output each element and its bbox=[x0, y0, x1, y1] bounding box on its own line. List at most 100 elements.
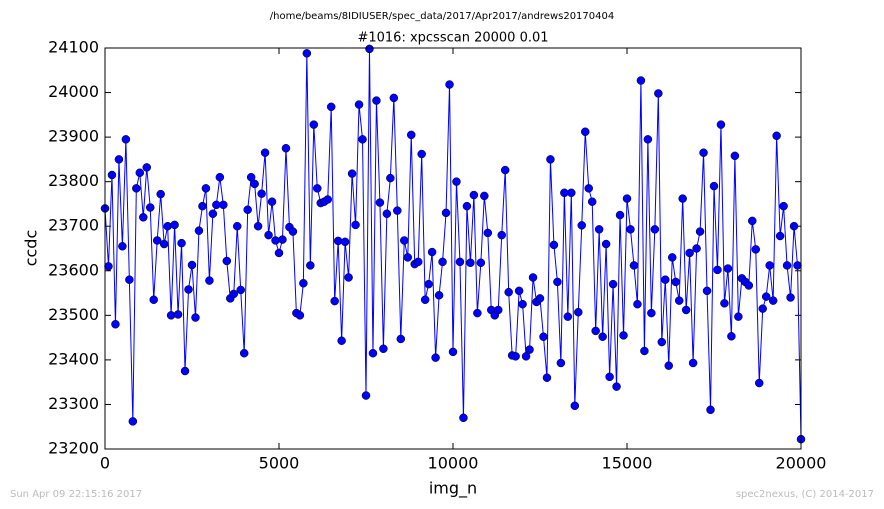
data-point bbox=[236, 285, 245, 295]
data-point bbox=[511, 352, 520, 361]
data-point bbox=[340, 237, 350, 247]
data-point bbox=[445, 80, 454, 89]
data-point bbox=[337, 336, 346, 345]
data-point bbox=[267, 197, 277, 206]
data-point bbox=[149, 295, 158, 304]
x-tick-label: 10000 bbox=[428, 454, 479, 473]
data-point bbox=[667, 253, 677, 262]
data-point bbox=[128, 417, 138, 426]
data-point bbox=[758, 304, 767, 313]
y-tick-label: 23600 bbox=[48, 260, 99, 279]
data-point bbox=[587, 197, 597, 206]
y-tick-label: 23400 bbox=[48, 349, 99, 368]
data-point bbox=[744, 281, 754, 290]
data-point bbox=[427, 247, 437, 257]
data-point bbox=[302, 49, 312, 58]
data-point bbox=[619, 331, 628, 340]
x-tick-label: 20000 bbox=[776, 454, 827, 473]
data-point bbox=[201, 184, 211, 193]
data-point bbox=[601, 239, 611, 249]
data-point bbox=[372, 96, 381, 105]
data-point bbox=[139, 213, 148, 222]
data-point bbox=[368, 348, 378, 358]
data-point bbox=[281, 144, 291, 153]
data-point bbox=[326, 102, 336, 112]
data-point bbox=[152, 236, 162, 245]
data-point bbox=[775, 231, 785, 241]
data-point bbox=[661, 275, 670, 284]
data-point bbox=[521, 352, 531, 361]
data-point bbox=[194, 226, 204, 235]
data-point bbox=[159, 239, 169, 249]
data-point bbox=[257, 189, 266, 198]
x-tick-label: 0 bbox=[100, 454, 110, 473]
data-point bbox=[716, 120, 726, 129]
data-point bbox=[104, 262, 113, 271]
data-point bbox=[250, 179, 259, 189]
data-point bbox=[723, 264, 733, 273]
data-point bbox=[375, 198, 385, 207]
data-point bbox=[626, 225, 635, 234]
data-point bbox=[156, 189, 165, 199]
data-point bbox=[347, 169, 357, 178]
data-point bbox=[633, 299, 642, 309]
data-point bbox=[643, 135, 653, 144]
data-point bbox=[205, 276, 214, 285]
y-tick-label: 23300 bbox=[48, 394, 99, 413]
data-point bbox=[473, 308, 482, 318]
data-point bbox=[424, 279, 433, 289]
footer-right: spec2nexus, (C) 2014-2017 bbox=[736, 489, 874, 500]
data-point bbox=[615, 210, 625, 220]
x-tick-label: 5000 bbox=[259, 454, 300, 473]
data-point bbox=[379, 344, 388, 353]
data-point bbox=[671, 277, 680, 287]
data-point bbox=[386, 173, 395, 183]
data-point bbox=[295, 311, 305, 320]
data-point bbox=[688, 358, 698, 368]
data-point bbox=[142, 163, 152, 172]
data-point bbox=[330, 296, 339, 306]
data-point bbox=[528, 273, 538, 282]
data-point bbox=[591, 326, 600, 336]
data-point bbox=[563, 312, 573, 321]
data-point bbox=[504, 287, 513, 297]
data-point bbox=[358, 135, 367, 144]
data-point bbox=[260, 148, 270, 157]
data-point bbox=[650, 225, 660, 234]
y-tick-label: 24000 bbox=[48, 82, 99, 101]
data-point bbox=[462, 201, 472, 211]
data-point bbox=[198, 201, 207, 211]
data-point bbox=[448, 347, 458, 357]
x-tick-label: 15000 bbox=[602, 454, 653, 473]
data-point bbox=[605, 372, 614, 382]
data-point bbox=[584, 184, 593, 193]
data-point bbox=[333, 236, 343, 246]
data-point bbox=[612, 382, 621, 391]
data-point bbox=[132, 184, 141, 193]
data-point bbox=[789, 221, 799, 231]
data-point bbox=[553, 277, 562, 287]
data-point bbox=[306, 261, 315, 270]
y-tick-label: 23700 bbox=[48, 216, 99, 235]
data-point bbox=[114, 155, 124, 164]
data-point bbox=[720, 299, 729, 308]
data-point bbox=[163, 221, 172, 231]
data-point bbox=[452, 177, 461, 186]
data-point bbox=[542, 373, 552, 382]
data-point bbox=[215, 172, 225, 182]
data-point bbox=[754, 378, 764, 388]
y-tick-label: 23900 bbox=[48, 127, 99, 146]
data-point bbox=[396, 334, 406, 344]
data-point bbox=[556, 358, 566, 368]
data-point bbox=[323, 195, 332, 204]
data-point bbox=[793, 261, 802, 270]
data-point bbox=[351, 220, 360, 230]
data-point bbox=[173, 310, 183, 319]
data-point bbox=[232, 221, 242, 231]
data-point bbox=[782, 261, 792, 270]
data-point bbox=[389, 93, 399, 103]
data-point bbox=[354, 100, 364, 109]
data-point bbox=[699, 148, 708, 157]
data-point bbox=[361, 391, 371, 400]
data-point bbox=[706, 405, 715, 415]
